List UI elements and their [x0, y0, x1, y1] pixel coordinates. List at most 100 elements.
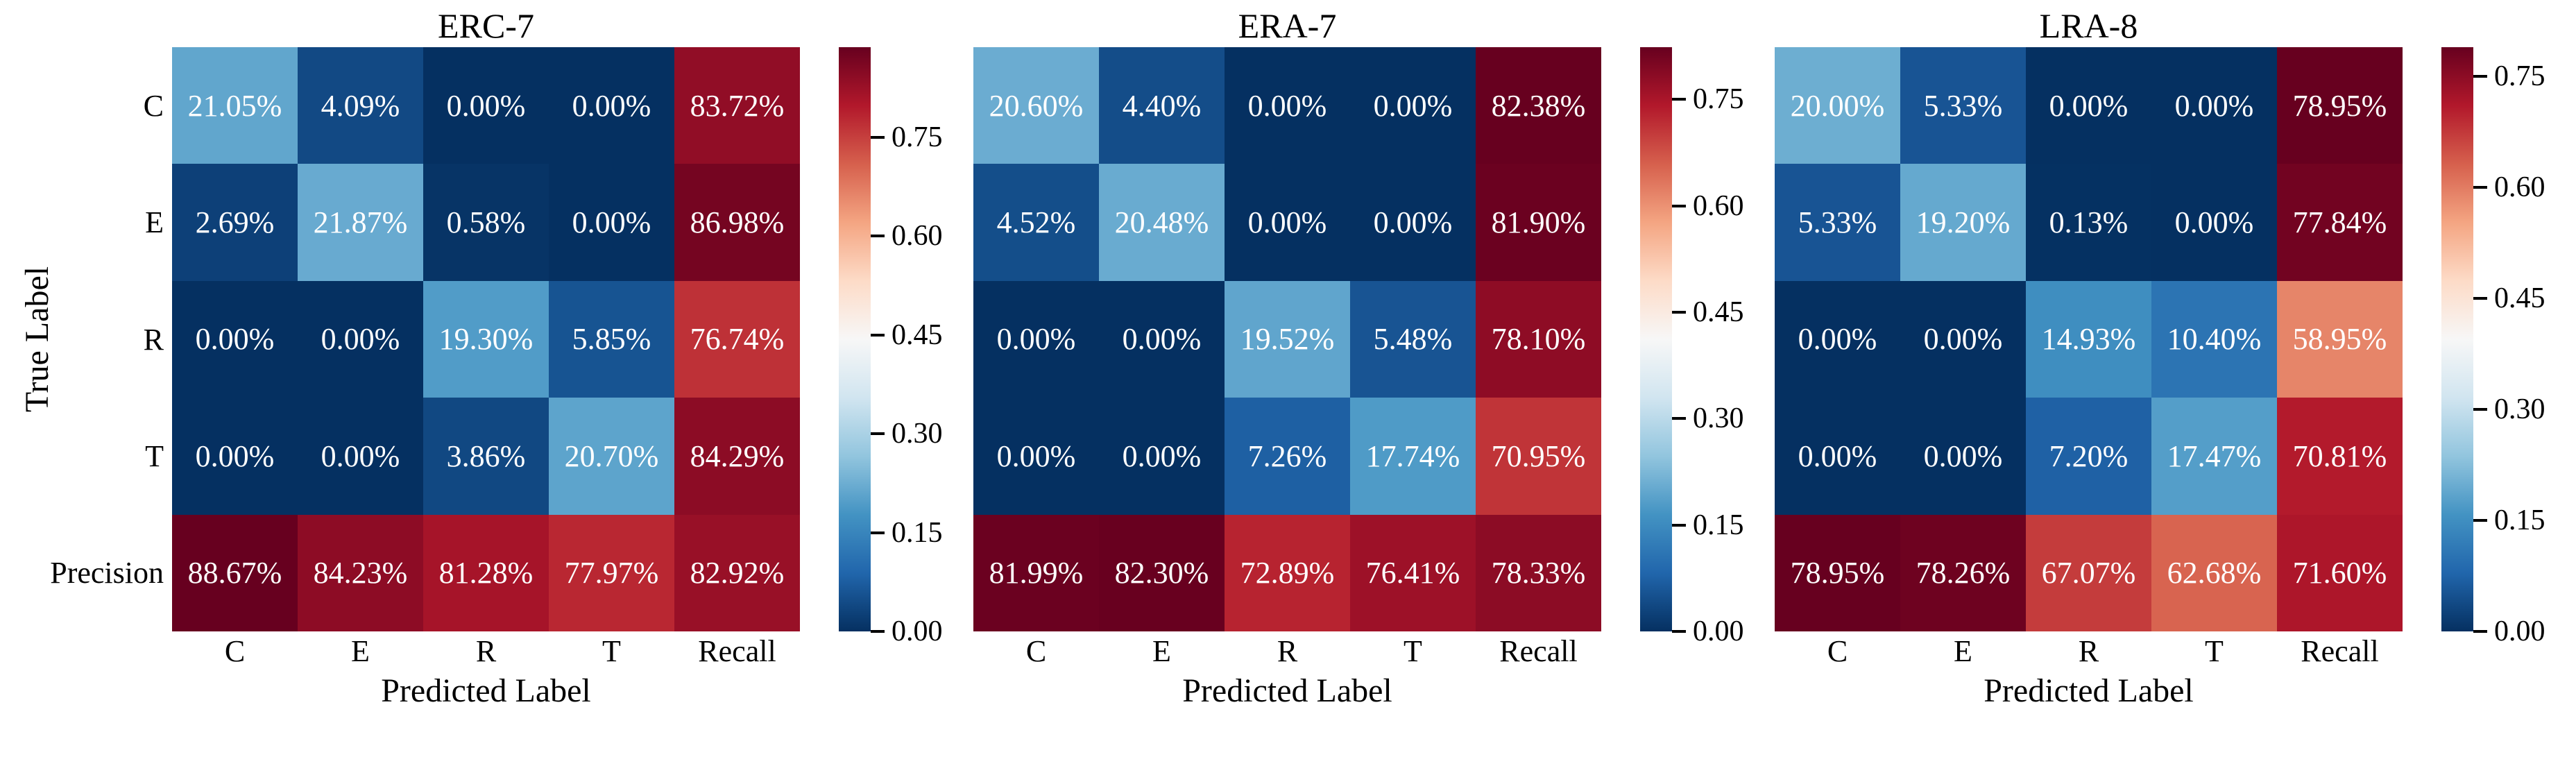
colorbar-tick-label: 0.00	[2494, 615, 2545, 647]
y-tick-label: C	[143, 88, 164, 123]
colorbar-tick-mark	[1672, 311, 1686, 314]
heatmap-cell: 82.30%	[1099, 514, 1225, 631]
x-tick-label: E	[1152, 633, 1171, 668]
x-tick-label: Recall	[1499, 633, 1578, 668]
heatmap-cell: 0.00%	[1900, 398, 2026, 515]
heatmap-cell: 19.52%	[1225, 280, 1350, 398]
x-tick-label: E	[1954, 633, 1972, 668]
heatmap-cell: 78.33%	[1476, 514, 1601, 631]
heatmap-cell: 0.00%	[423, 47, 549, 164]
colorbar-tick-mark	[2473, 630, 2487, 633]
y-tick-labels: C E R T Precision	[50, 47, 164, 631]
subplot-title: ERC-7	[438, 6, 534, 45]
heatmap-cell: 4.52%	[973, 164, 1099, 281]
y-tick-label: Precision	[50, 556, 164, 590]
heatmap-cell: 78.26%	[1900, 514, 2026, 631]
colorbar-tick-label: 0.00	[892, 615, 943, 647]
plot-area: True Label C E R T Precision 21.05% 4.09% 0.00…	[0, 47, 953, 646]
heatmap-cell: 0.00%	[973, 280, 1099, 398]
heatmap-cell: 21.05%	[172, 47, 298, 164]
heatmap-cell: 5.85%	[549, 280, 674, 398]
heatmap-cell: 0.00%	[1099, 398, 1225, 515]
heatmap-cell: 78.95%	[1775, 514, 1900, 631]
heatmap-cell: 0.00%	[1350, 164, 1476, 281]
colorbar-tick-label: 0.30	[2494, 393, 2545, 426]
colorbar: 0.00 0.15 0.30 0.45 0.60 0.75	[839, 47, 943, 646]
heatmap-cell: 0.00%	[2151, 164, 2277, 281]
colorbar-tick-label: 0.60	[1693, 189, 1744, 222]
subplot-title: LRA-8	[2039, 6, 2138, 45]
heatmap-cell: 0.00%	[172, 280, 298, 398]
colorbar-tick-mark	[871, 630, 885, 633]
confusion-matrix-figure: ERC-7 True Label C E R T Precision 21.05% 4.0…	[0, 4, 2555, 710]
heatmap-cell: 0.00%	[549, 47, 674, 164]
heatmap-cell: 4.09%	[298, 47, 423, 164]
colorbar-tick-label: 0.45	[892, 318, 943, 351]
colorbar-tick-label: 0.45	[2494, 282, 2545, 315]
heatmap-cell: 82.38%	[1476, 47, 1601, 164]
colorbar-tick-label: 0.15	[892, 516, 943, 549]
heatmap-cell: 0.58%	[423, 164, 549, 281]
x-tick-label: T	[1404, 633, 1422, 668]
heatmap-grid: 20.00% 5.33% 0.00% 0.00% 78.95% 5.33% 19.20% 0.…	[1775, 47, 2403, 631]
heatmap-cell: 82.92%	[674, 514, 800, 631]
colorbar-tick-label: 0.00	[1693, 615, 1744, 647]
heatmap-cell: 72.89%	[1225, 514, 1350, 631]
heatmap-cell: 70.95%	[1476, 398, 1601, 515]
heatmap-cell: 0.00%	[1099, 280, 1225, 398]
subplot-erc7: ERC-7 True Label C E R T Precision 21.05% 4.0…	[0, 4, 953, 710]
colorbar-tick-mark	[2473, 297, 2487, 300]
heatmap-cell: 4.40%	[1099, 47, 1225, 164]
colorbar-gradient	[1640, 47, 1672, 631]
heatmap-cell: 84.29%	[674, 398, 800, 515]
heatmap-cell: 76.74%	[674, 280, 800, 398]
plot-area: 20.60% 4.40% 0.00% 0.00% 82.38% 4.52% 20.48% 0.…	[973, 47, 1754, 646]
heatmap-cell: 14.93%	[2026, 280, 2151, 398]
heatmap-cell: 0.13%	[2026, 164, 2151, 281]
x-tick-label: T	[2205, 633, 2224, 668]
y-tick-label: E	[145, 205, 164, 240]
heatmap-cell: 21.87%	[298, 164, 423, 281]
colorbar-tick-mark	[2473, 75, 2487, 78]
heatmap-cell: 10.40%	[2151, 280, 2277, 398]
heatmap-cell: 0.00%	[1225, 47, 1350, 164]
heatmap-cell: 0.00%	[1775, 280, 1900, 398]
x-tick-labels: C E R T Recall	[172, 631, 800, 670]
colorbar-tick-label: 0.75	[892, 121, 943, 153]
x-tick-label: T	[602, 633, 621, 668]
colorbar-tick-label: 0.60	[2494, 171, 2545, 204]
heatmap-cell: 19.30%	[423, 280, 549, 398]
colorbar-gradient	[2441, 47, 2473, 631]
colorbar-tick-mark	[2473, 408, 2487, 411]
heatmap-cell: 20.00%	[1775, 47, 1900, 164]
y-axis-label: True Label	[19, 266, 56, 413]
heatmap-cell: 0.00%	[1900, 280, 2026, 398]
x-tick-label: E	[351, 633, 370, 668]
y-tick-label: T	[145, 439, 164, 473]
heatmap-cell: 5.33%	[1775, 164, 1900, 281]
plot-area: 20.00% 5.33% 0.00% 0.00% 78.95% 5.33% 19.20% 0.…	[1775, 47, 2555, 646]
x-axis-label: Predicted Label	[1182, 672, 1392, 709]
heatmap-cell: 2.69%	[172, 164, 298, 281]
heatmap-cell: 0.00%	[1775, 398, 1900, 515]
colorbar-tick-label: 0.75	[1693, 83, 1744, 116]
x-tick-label: R	[1277, 633, 1298, 668]
heatmap-cell: 7.26%	[1225, 398, 1350, 515]
heatmap-cell: 84.23%	[298, 514, 423, 631]
colorbar: 0.00 0.15 0.30 0.45 0.60 0.75	[1640, 47, 1744, 646]
heatmap-cell: 20.70%	[549, 398, 674, 515]
colorbar-tick-label: 0.30	[892, 418, 943, 450]
heatmap-cell: 77.84%	[2277, 164, 2403, 281]
heatmap-cell: 77.97%	[549, 514, 674, 631]
heatmap-grid: 20.60% 4.40% 0.00% 0.00% 82.38% 4.52% 20.48% 0.…	[973, 47, 1601, 631]
heatmap-cell: 7.20%	[2026, 398, 2151, 515]
heatmap-cell: 0.00%	[2026, 47, 2151, 164]
heatmap-cell: 5.48%	[1350, 280, 1476, 398]
heatmap-cell: 0.00%	[298, 398, 423, 515]
heatmap-cell: 67.07%	[2026, 514, 2151, 631]
heatmap-cell: 19.20%	[1900, 164, 2026, 281]
x-tick-labels: C E R T Recall	[1775, 631, 2403, 670]
x-axis-label: Predicted Label	[1984, 672, 2194, 709]
colorbar-tick-mark	[871, 235, 885, 238]
colorbar-tick-label: 0.15	[1693, 509, 1744, 541]
